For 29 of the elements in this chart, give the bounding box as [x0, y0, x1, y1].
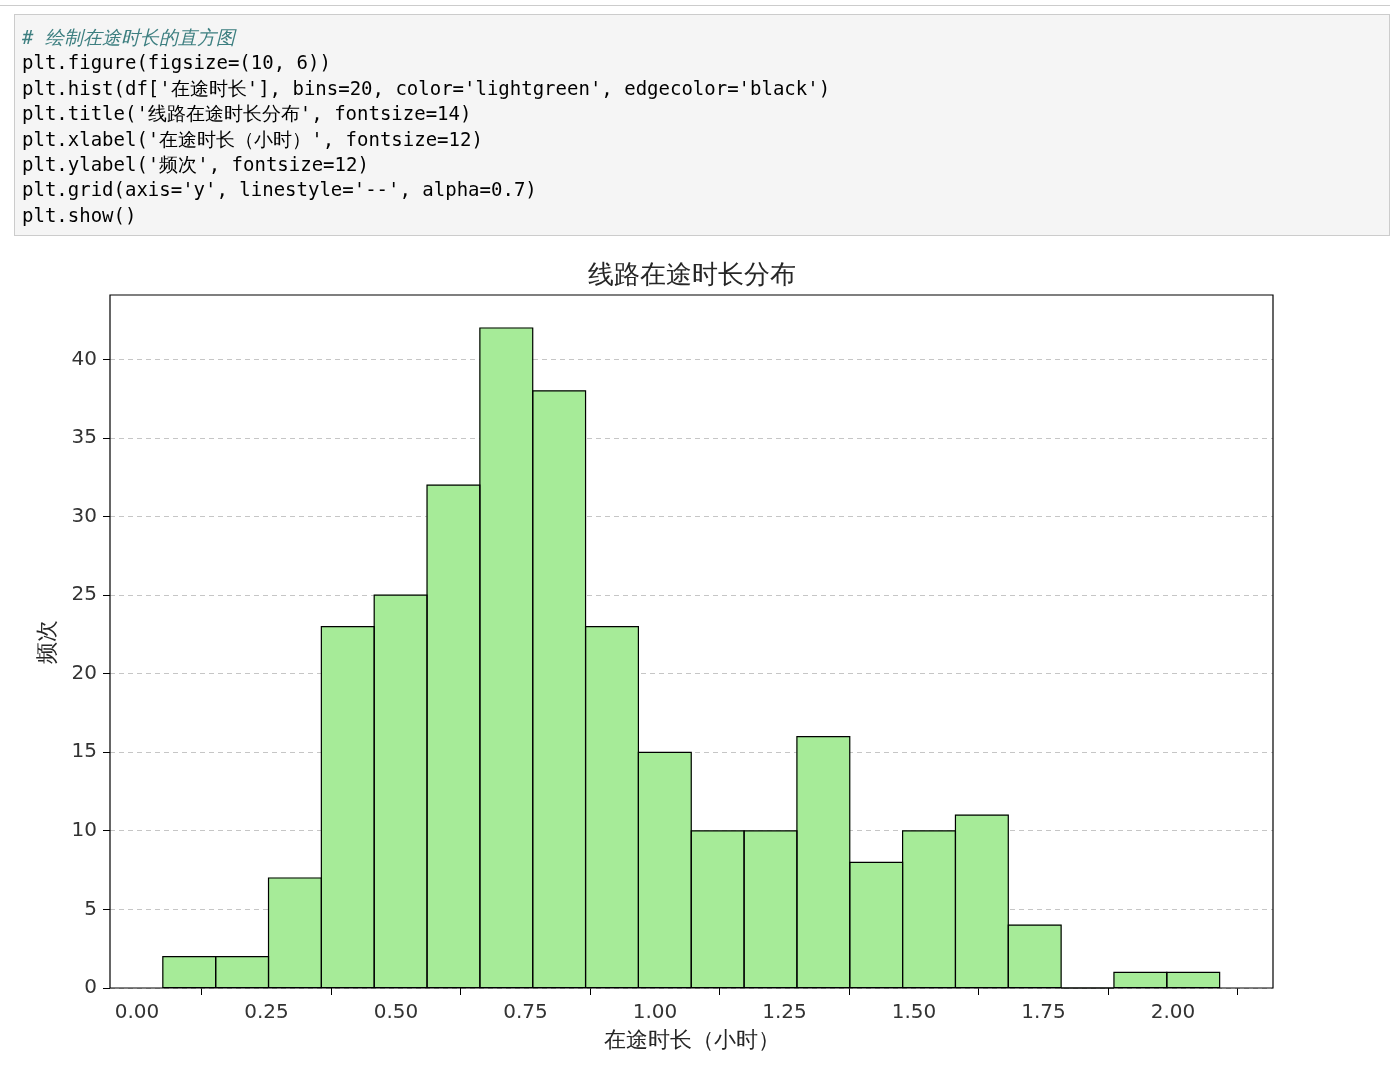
text: # 绘制在途时长的直方图 [22, 25, 238, 50]
y-axis-title: 频次 [33, 619, 59, 664]
y-tick-label: 15 [71, 738, 97, 763]
x-tick-label: 0.50 [373, 999, 419, 1024]
y-tick-label: 0 [84, 974, 97, 999]
y-tick-label: 5 [84, 895, 97, 920]
y-tick-label: 25 [71, 581, 97, 606]
x-tick-label: 0.00 [114, 999, 160, 1024]
x-tick-label: 0.75 [503, 999, 548, 1024]
text: plt.grid(axis='y', linestyle='--', alpha=0.7) [22, 177, 538, 203]
x-tick-label: 0.25 [244, 999, 289, 1024]
y-tick-label: 40 [71, 345, 97, 370]
x-tick-label: 1.75 [1021, 999, 1066, 1024]
x-axis-title: 在途时长（小时） [603, 1026, 780, 1052]
y-tick-label: 30 [71, 502, 97, 527]
x-tick-label: 2.00 [1150, 999, 1196, 1024]
text: plt.figure(figsize=(10, 6)) [22, 50, 332, 76]
x-tick-label: 1.00 [632, 999, 678, 1024]
x-tick-label: 1.25 [762, 999, 807, 1024]
x-tick-label: 1.50 [891, 999, 937, 1024]
y-tick-label: 10 [71, 817, 97, 842]
y-tick-label: 35 [71, 424, 97, 449]
y-tick-label: 20 [71, 659, 97, 684]
text: plt.xlabel('在途时长（小时）', fontsize=12) [22, 126, 484, 152]
chart-title: 线路在途时长分布 [587, 258, 796, 289]
text: plt.hist(df['在途时长'], bins=20, color='lightgreen', edgecolor='black') [22, 75, 832, 101]
text: plt.title('线路在途时长分布', fontsize=14) [22, 101, 473, 127]
text: plt.ylabel('频次', fontsize=12) [22, 152, 370, 178]
text: plt.show() [22, 202, 138, 228]
